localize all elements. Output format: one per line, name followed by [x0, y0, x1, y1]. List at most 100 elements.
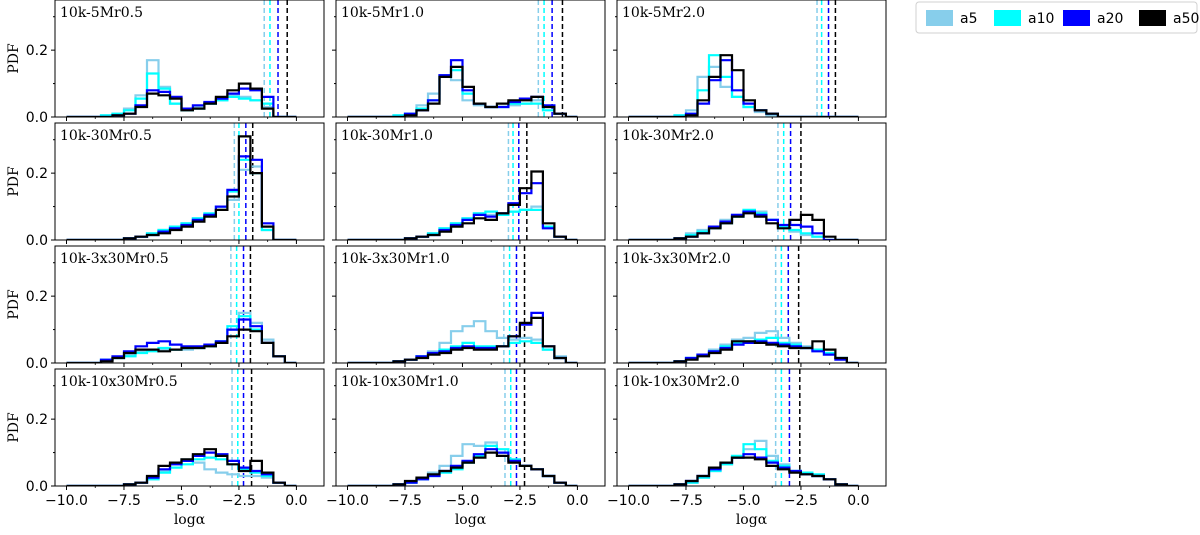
histogram-series-a20: [66, 318, 297, 363]
x-tick-label: −7.5: [107, 493, 141, 509]
legend-label-a10: a10: [1028, 11, 1054, 27]
panel-plot-area: [66, 246, 297, 363]
panel-title: 10k-10x30Mr2.0: [622, 374, 740, 390]
panel-frame: [335, 0, 606, 118]
panel-10k-5Mr1.0: 10k-5Mr1.0: [332, 0, 606, 121]
panel-plot-area: [347, 369, 578, 486]
panel-title: 10k-3x30Mr1.0: [341, 251, 450, 267]
y-axis-label: PDF: [6, 43, 22, 74]
histogram-series-a50: [66, 135, 297, 240]
legend-swatch-a20: [1063, 10, 1090, 26]
x-tick-label: 0.0: [847, 493, 869, 509]
x-tick-label: 0.0: [285, 493, 307, 509]
panel-title: 10k-5Mr0.5: [60, 5, 143, 21]
panel-frame: [335, 245, 606, 364]
panel-plot-area: [347, 246, 578, 363]
panel-plot-area: [66, 0, 297, 117]
histogram-series-a20: [628, 453, 859, 486]
panel-frame: [616, 368, 887, 487]
histogram-series-a20: [628, 59, 859, 117]
x-tick-label: −2.5: [503, 493, 537, 509]
panel-plot-area: [628, 0, 859, 117]
legend-label-a50: a50: [1173, 11, 1199, 27]
panel-plot-area: [347, 0, 578, 117]
panel-plot-area: [628, 123, 859, 240]
panel-frame: [616, 122, 887, 241]
x-tick-label: −10.0: [326, 493, 369, 509]
histogram-series-a50: [628, 54, 859, 117]
histogram-series-a50: [66, 448, 297, 486]
histogram-series-a50: [66, 82, 297, 117]
panel-title: 10k-3x30Mr2.0: [622, 251, 731, 267]
panel-title: 10k-10x30Mr1.0: [341, 374, 459, 390]
x-tick-label: −5.0: [726, 493, 760, 509]
x-axis-label: logα: [736, 512, 768, 528]
panel-frame: [335, 368, 606, 487]
panel-title: 10k-30Mr1.0: [341, 128, 433, 144]
histogram-series-a50: [347, 451, 578, 486]
histogram-series-a50: [66, 328, 297, 363]
panel-plot-area: [66, 123, 297, 240]
y-tick-label: 0.0: [26, 233, 48, 249]
y-tick-label: 0.0: [26, 479, 48, 495]
panel-10k-30Mr2.0: 10k-30Mr2.0: [613, 122, 887, 244]
panel-10k-10x30Mr1.0: 10k-10x30Mr1.0 −10.0 −7.5 −5.0 −2.5 0.0 logα: [326, 368, 606, 528]
panel-title: 10k-30Mr2.0: [622, 128, 714, 144]
x-tick-label: −7.5: [669, 493, 703, 509]
legend-label-a20: a20: [1097, 11, 1123, 27]
panel-10k-3x30Mr1.0: 10k-3x30Mr1.0: [332, 245, 606, 367]
panel-frame: [616, 245, 887, 364]
y-tick-label: 0.0: [26, 110, 48, 126]
panel-10k-10x30Mr0.5: 10k-10x30Mr0.5 −10.0 −7.5 −5.0 −2.5 0.0 0.0 0.2…: [6, 368, 325, 528]
y-tick-label: 0.2: [26, 289, 48, 305]
panel-title: 10k-30Mr0.5: [60, 128, 152, 144]
panel-title: 10k-5Mr1.0: [341, 5, 424, 21]
y-tick-label: 0.2: [26, 43, 48, 59]
panel-10k-30Mr1.0: 10k-30Mr1.0: [332, 122, 606, 244]
panel-plot-area: [66, 369, 297, 486]
y-tick-label: 0.2: [26, 412, 48, 428]
histogram-series-a50: [628, 212, 859, 240]
legend-frame: [915, 1, 1198, 34]
x-tick-label: −5.0: [164, 493, 198, 509]
x-tick-label: −2.5: [222, 493, 256, 509]
histogram-series-a50: [628, 340, 859, 363]
histogram-series-a50: [347, 316, 578, 363]
x-tick-label: −2.5: [784, 493, 818, 509]
y-tick-label: 0.2: [26, 166, 48, 182]
x-axis-label: logα: [455, 512, 487, 528]
panel-title: 10k-5Mr2.0: [622, 5, 705, 21]
x-tick-label: −10.0: [607, 493, 650, 509]
y-tick-label: 0.0: [26, 356, 48, 372]
y-axis-label: PDF: [6, 166, 22, 197]
histogram-series-a50: [347, 170, 578, 240]
panel-plot-area: [628, 246, 859, 363]
legend-swatch-a50: [1139, 10, 1166, 26]
legend-swatch-a5: [926, 10, 953, 26]
panel-title: 10k-3x30Mr0.5: [60, 251, 169, 267]
x-tick-label: −5.0: [445, 493, 479, 509]
legend-swatch-a10: [994, 10, 1021, 26]
x-tick-label: −10.0: [45, 493, 88, 509]
x-tick-label: 0.0: [566, 493, 588, 509]
x-axis-label: logα: [174, 512, 206, 528]
legend-label-a5: a5: [960, 11, 978, 27]
panel-frame: [54, 0, 325, 118]
histogram-series-a10: [628, 54, 859, 117]
panel-frame: [54, 245, 325, 364]
histogram-series-a50: [628, 456, 859, 486]
histogram-series-a50: [347, 65, 578, 117]
panel-10k-10x30Mr2.0: 10k-10x30Mr2.0 −10.0 −7.5 −5.0 −2.5 0.0 logα: [607, 368, 887, 528]
panel-10k-5Mr2.0: 10k-5Mr2.0: [613, 0, 887, 121]
panel-10k-3x30Mr2.0: 10k-3x30Mr2.0: [613, 245, 887, 367]
x-tick-label: −7.5: [388, 493, 422, 509]
panel-plot-area: [628, 369, 859, 486]
y-axis-label: PDF: [6, 289, 22, 320]
panel-frame: [54, 122, 325, 241]
panel-title: 10k-10x30Mr0.5: [60, 374, 178, 390]
panel-plot-area: [347, 123, 578, 240]
